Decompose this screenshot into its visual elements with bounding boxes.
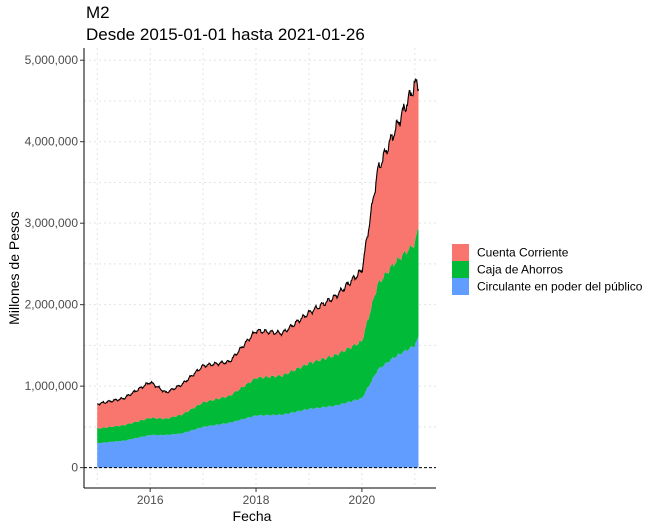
axes: 0 1,000,000 2,000,000 3,000,000 4,000,000 5,0… — [25, 48, 436, 507]
y-tick-label: 4,000,000 — [25, 135, 79, 149]
area-caja-de-ahorros — [97, 228, 419, 444]
x-axis-title: Fecha — [233, 508, 272, 524]
legend-label: Caja de Ahorros — [477, 263, 563, 277]
chart-title: M2 — [86, 3, 110, 22]
area-circulante-en-poder-del-publico — [97, 336, 419, 468]
y-tick-label: 2,000,000 — [25, 298, 79, 312]
total-line — [97, 77, 420, 406]
x-tick-label: 2020 — [349, 493, 376, 507]
y-axis-title: Millones de Pesos — [6, 211, 22, 325]
chart-subtitle: Desde 2015-01-01 hasta 2021-01-26 — [86, 25, 365, 44]
total-line-layer — [84, 77, 436, 469]
x-tick-label: 2016 — [137, 493, 164, 507]
y-tick-label: 1,000,000 — [25, 379, 79, 393]
y-tick-label: 0 — [71, 461, 78, 475]
y-tick-label: 3,000,000 — [25, 216, 79, 230]
legend-label: Cuenta Corriente — [477, 246, 569, 260]
legend: Cuenta Corriente Caja de Ahorros Circulant… — [452, 244, 643, 295]
legend-swatch — [452, 244, 469, 261]
legend-swatch — [452, 261, 469, 278]
legend-label: Circulante en poder del público — [477, 280, 643, 294]
x-tick-label: 2018 — [243, 493, 270, 507]
legend-swatch — [452, 278, 469, 295]
y-tick-label: 5,000,000 — [25, 53, 79, 67]
area-cuenta-corriente — [97, 79, 419, 429]
stacked-areas — [97, 79, 419, 468]
